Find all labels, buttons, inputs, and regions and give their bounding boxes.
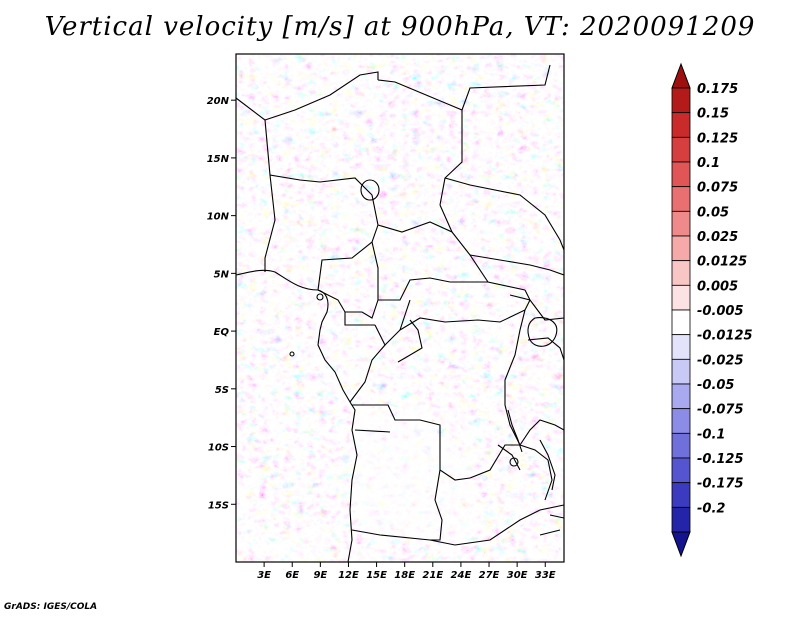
colorbar-swatch [671,309,691,336]
colorbar-label: 0.125 [697,131,738,146]
colorbar-label: -0.175 [697,477,744,492]
colorbar-bottom-arrow [671,531,691,558]
colorbar-swatch [671,482,691,508]
colorbar-swatch [671,408,691,434]
colorbar-swatch [671,161,691,188]
x-tick-label: 6E [285,570,299,581]
x-tick-label: 15E [366,570,387,581]
colorbar-swatch [671,186,691,212]
colorbar-label: -0.0125 [697,329,753,344]
y-tick-label: EQ [214,327,230,338]
x-tick-label: 12E [338,570,359,581]
colorbar-label: 0.0125 [697,255,747,270]
y-tick-label: 20N [207,96,230,107]
colorbar-swatch [671,260,691,286]
x-tick-label: 18E [394,570,415,581]
x-tick-label: 33E [535,570,556,581]
colorbar-swatch [671,457,691,484]
x-axis: 3E 6E 9E 12E 15E 18E 21E 24E 27E 30E 33E [257,562,556,581]
x-tick-label: 9E [313,570,327,581]
colorbar-label: 0.075 [697,181,738,196]
colorbar-swatch [671,284,691,311]
map-frame [235,53,565,563]
colorbar-label: -0.1 [697,427,725,442]
colorbar-swatch [671,87,691,114]
colorbar-swatch [671,235,691,262]
colorbar-label: -0.075 [697,403,744,418]
colorbar-label: 0.025 [697,230,738,245]
colorbar-label: 0.05 [697,205,729,220]
y-axis: 20N 15N 10N 5N EQ 5S 10S 15S [207,96,236,511]
y-tick-label: 15S [208,500,229,511]
colorbar-label: -0.2 [697,501,725,516]
x-tick-label: 27E [479,570,500,581]
colorbar-label: 0.005 [697,279,738,294]
colorbar-label: -0.125 [697,452,744,467]
colorbar-swatch [671,383,691,410]
colorbar-swatch [671,506,691,533]
colorbar-swatch [671,358,691,385]
map-title: Vertical velocity [m/s] at 900hPa, VT: 2… [44,12,756,42]
colorbar-label: -0.005 [697,304,744,319]
y-tick-label: 10S [208,443,229,454]
colorbar-swatch [671,334,691,360]
y-tick-label: 5S [215,385,229,396]
colorbar-label: 0.1 [697,156,720,171]
y-tick-label: 5N [214,269,230,280]
colorbar-swatch [671,210,691,237]
colorbar-top-arrow [671,62,691,89]
colorbar-swatch [671,112,691,138]
y-tick-label: 15N [207,154,230,165]
colorbar-swatch [671,432,691,459]
x-tick-label: 24E [451,570,472,581]
y-tick-label: 10N [207,212,230,223]
borders [236,64,564,562]
grads-credit: GrADS: IGES/COLA [4,602,98,612]
colorbar-label: -0.05 [697,378,734,393]
colorbar: 0.175 0.15 0.125 0.1 0.075 0.05 0.025 0.0125 0.0… [671,62,753,558]
colorbar-label: 0.175 [697,82,738,97]
x-tick-label: 3E [257,570,271,581]
colorbar-swatch [671,136,691,163]
x-tick-label: 21E [422,570,443,581]
x-tick-label: 30E [507,570,528,581]
colorbar-label: -0.025 [697,353,744,368]
colorbar-label: 0.15 [697,107,729,122]
velocity-field [236,54,564,562]
